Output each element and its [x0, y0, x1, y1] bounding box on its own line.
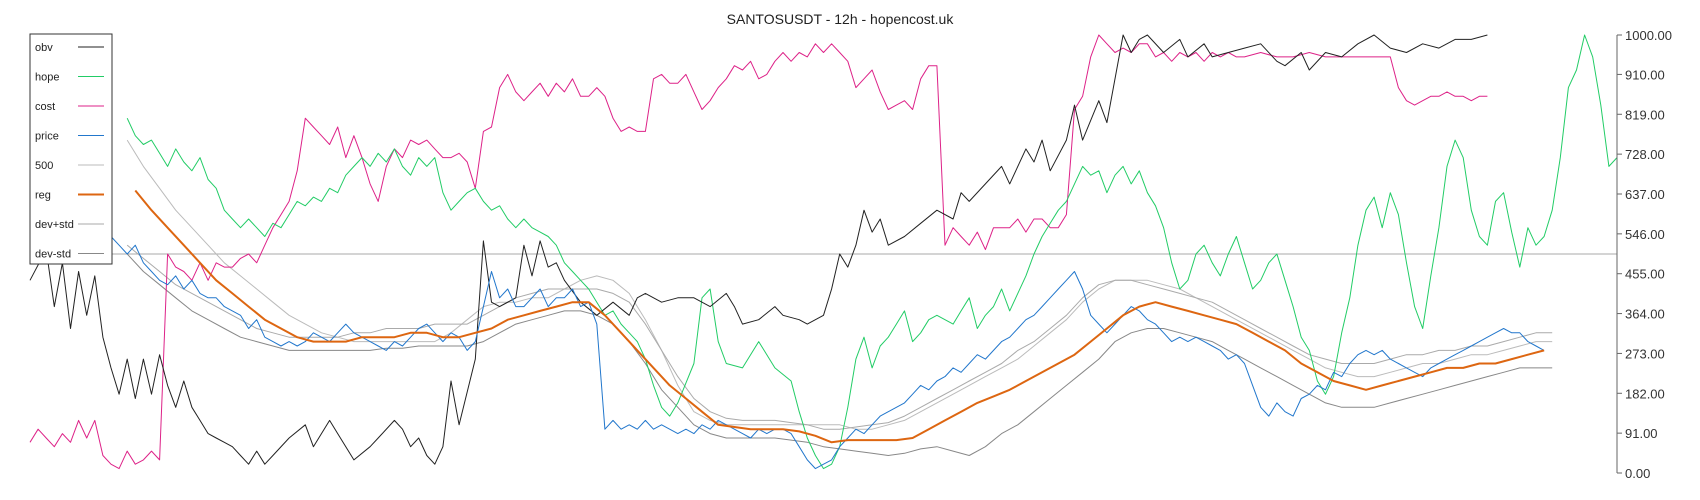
series-line-reg — [134, 189, 1545, 444]
y-axis: 1000.00 910.00 819.00 728.00 637.00 546.00 455… — [1616, 28, 1672, 481]
y-tick-label: 1000.00 — [1625, 28, 1672, 43]
y-tick-label: 637.00 — [1625, 187, 1665, 202]
legend-label: cost — [35, 101, 55, 113]
legend-label: hope — [35, 72, 59, 84]
series-line-hope — [126, 34, 1618, 470]
legend-label: price — [35, 131, 59, 143]
y-tick-label: 0.00 — [1625, 466, 1650, 481]
y-tick-label: 819.00 — [1625, 107, 1665, 122]
y-tick-label: 455.00 — [1625, 267, 1665, 282]
y-tick-label: 364.00 — [1625, 307, 1665, 322]
legend-label: 500 — [35, 160, 53, 172]
series-line-cost — [29, 34, 1488, 470]
series-line-500 — [126, 139, 1553, 430]
legend-label: reg — [35, 190, 51, 202]
y-tick-label: 182.00 — [1625, 386, 1665, 401]
chart-title: SANTOSUSDT - 12h - hopencost.uk — [727, 11, 955, 27]
y-tick-label: 728.00 — [1625, 147, 1665, 162]
legend-box — [29, 33, 113, 265]
legend-label: obv — [35, 42, 53, 54]
y-tick-label: 546.00 — [1625, 227, 1665, 242]
y-tick-label: 91.00 — [1625, 426, 1658, 441]
series-line-price — [110, 236, 1545, 470]
y-tick-label: 910.00 — [1625, 67, 1665, 82]
legend-label: dev-std — [35, 249, 71, 261]
y-tick-label: 273.00 — [1625, 346, 1665, 361]
legend: obv hope cost price 500 reg dev+std dev-std — [29, 33, 113, 265]
series-layer — [29, 34, 1618, 470]
series-line-dev-std — [126, 244, 1553, 430]
series-line-dev-std — [126, 253, 1553, 456]
legend-label: dev+std — [35, 219, 74, 231]
series-line-obv — [29, 34, 1488, 465]
